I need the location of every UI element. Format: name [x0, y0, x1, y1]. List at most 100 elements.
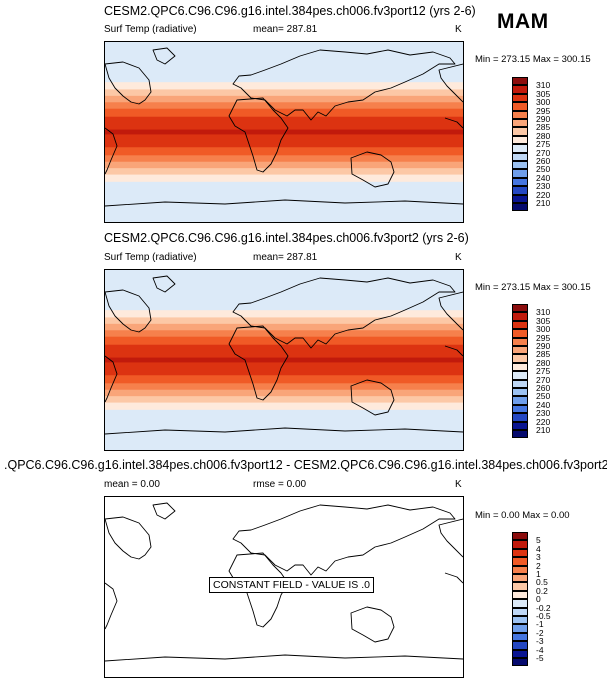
colorbar-tick-label: -1 — [536, 619, 544, 630]
colorbar-tick-label: 300 — [536, 324, 551, 335]
colorbar-tick-label: 0.5 — [536, 577, 548, 588]
colorbar-swatch — [512, 574, 528, 583]
colorbar-swatch — [512, 388, 528, 397]
zonal-band — [105, 383, 463, 391]
panel1-mean: mean= 287.81 — [253, 24, 318, 35]
colorbar-tick-label: 295 — [536, 332, 551, 343]
coastline — [350, 606, 395, 643]
colorbar-tick-label: 0 — [536, 594, 541, 605]
panel1-minmax: Min = 273.15 Max = 300.15 — [475, 54, 591, 65]
panel3-units: K — [455, 479, 462, 490]
zonal-band — [105, 102, 463, 110]
colorbar-swatch — [512, 430, 528, 439]
zonal-band — [105, 129, 463, 136]
colorbar-tick-label: 275 — [536, 139, 551, 150]
coastline — [152, 502, 176, 520]
colorbar-swatch — [512, 119, 528, 128]
colorbar-swatch — [512, 641, 528, 650]
colorbar-tick-label: 4 — [536, 543, 541, 554]
colorbar-swatch — [512, 404, 528, 414]
panel2-variable: Surf Temp (radiative) — [104, 252, 197, 263]
colorbar-swatch — [512, 152, 528, 161]
colorbar-swatch — [512, 371, 528, 380]
zonal-band — [105, 310, 463, 319]
colorbar-swatch — [512, 379, 528, 388]
coastline — [350, 379, 395, 416]
panel1-map-svg — [105, 42, 463, 222]
colorbar-swatch — [512, 540, 528, 549]
colorbar-swatch — [512, 102, 528, 111]
coastline — [105, 654, 463, 662]
colorbar-swatch — [512, 616, 528, 625]
colorbar-tick-label: 270 — [536, 374, 551, 385]
colorbar-swatch — [512, 649, 528, 658]
zonal-band — [105, 168, 463, 176]
colorbar-swatch — [512, 203, 528, 212]
panel3-mean: mean = 0.00 — [104, 479, 160, 490]
colorbar-tick-label: 0.2 — [536, 585, 548, 596]
panel3-map-svg — [105, 502, 463, 662]
zonal-band — [105, 134, 463, 148]
colorbar-swatch — [512, 532, 528, 541]
zonal-band — [105, 389, 463, 397]
colorbar-swatch — [512, 421, 528, 430]
zonal-band — [105, 89, 463, 97]
colorbar-tick-label: 310 — [536, 80, 551, 91]
colorbar-swatch — [512, 565, 528, 574]
constant-field-annotation: CONSTANT FIELD - VALUE IS .0 — [209, 577, 374, 593]
panel2-title: CESM2.QPC6.C96.C96.g16.intel.384pes.ch00… — [104, 231, 469, 245]
colorbar-tick-label: 285 — [536, 349, 551, 360]
zonal-band — [105, 82, 463, 91]
colorbar-swatch — [512, 354, 528, 363]
colorbar-swatch — [512, 320, 528, 330]
zonal-band — [105, 147, 463, 156]
colorbar-tick-label: -2 — [536, 627, 544, 638]
coastline — [105, 199, 463, 207]
colorbar-swatch — [512, 144, 528, 153]
coastline — [105, 427, 463, 435]
colorbar-swatch — [512, 194, 528, 203]
zonal-band — [105, 174, 463, 183]
zonal-band — [105, 95, 463, 103]
colorbar-swatch — [512, 169, 528, 178]
colorbar-swatch — [512, 337, 528, 346]
coastline — [152, 275, 176, 293]
colorbar-swatch — [512, 346, 528, 355]
colorbar-tick-label: 260 — [536, 156, 551, 166]
colorbar-tick-label: 275 — [536, 366, 551, 377]
zonal-band — [105, 375, 463, 384]
zonal-band — [105, 409, 463, 450]
colorbar-tick-label: 310 — [536, 307, 551, 318]
colorbar-tick-label: 3 — [536, 552, 541, 563]
colorbar-tick-label: 210 — [536, 425, 551, 435]
coastline — [105, 345, 463, 403]
zonal-band — [105, 362, 463, 376]
colorbar-tick-label: -3 — [536, 636, 544, 647]
colorbar-swatch — [512, 413, 528, 422]
colorbar-swatch — [512, 557, 528, 566]
colorbar-swatch — [512, 548, 528, 558]
colorbar-tick-label: 230 — [536, 181, 551, 192]
coastline — [232, 49, 456, 121]
zonal-band — [105, 402, 463, 411]
zonal-band — [105, 317, 463, 325]
panel1-units: K — [455, 24, 462, 35]
colorbar-swatch — [512, 161, 528, 170]
colorbar-tick-label: 250 — [536, 164, 551, 175]
colorbar-tick-label: 280 — [536, 130, 551, 141]
colorbar-swatch — [512, 77, 528, 86]
coastline — [350, 151, 395, 188]
panel1-map — [104, 41, 464, 223]
colorbar-tick-label: 230 — [536, 408, 551, 419]
colorbar-swatch — [512, 177, 528, 187]
panel2-map — [104, 269, 464, 451]
panel3-minmax: Min = 0.00 Max = 0.00 — [475, 510, 570, 521]
zonal-band — [105, 396, 463, 404]
colorbar-swatch — [512, 362, 528, 372]
zonal-band — [105, 155, 463, 163]
colorbar-swatch — [512, 110, 528, 119]
colorbar-tick-label: 220 — [536, 189, 551, 200]
coastline — [105, 516, 463, 560]
colorbar-tick-label: -0.5 — [536, 611, 551, 621]
colorbar-swatch — [512, 582, 528, 591]
